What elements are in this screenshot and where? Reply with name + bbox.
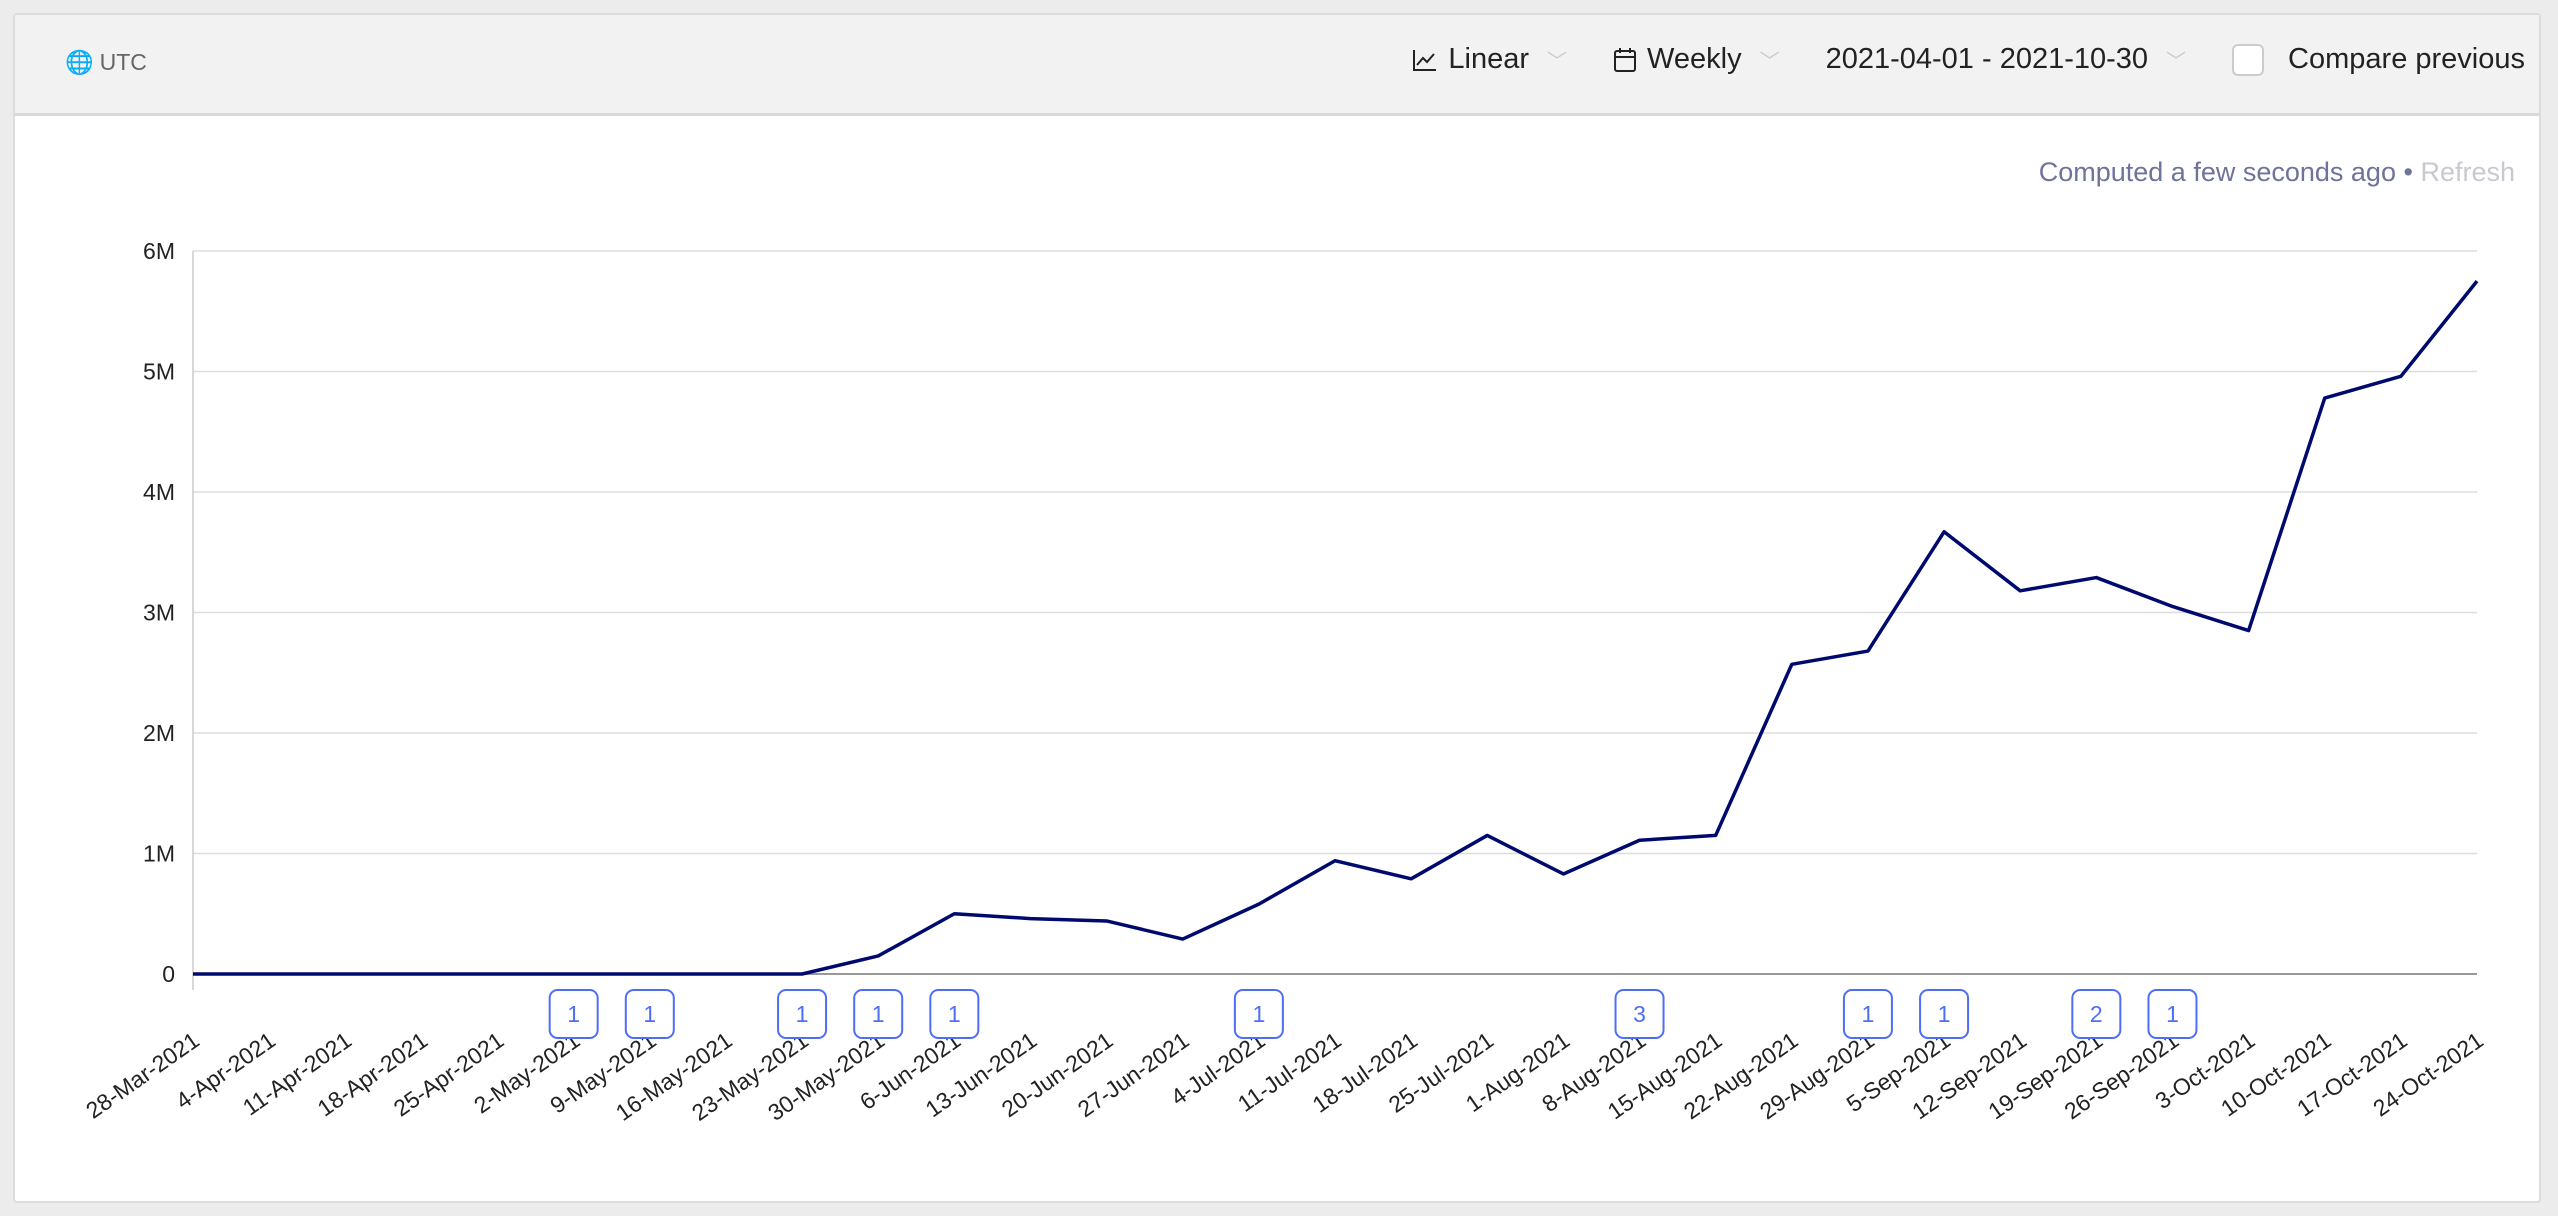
annotation-count: 1 — [2166, 1001, 2179, 1027]
annotation-count: 1 — [567, 1001, 580, 1027]
annotation-count: 1 — [1938, 1001, 1951, 1027]
series-line — [193, 280, 2479, 976]
timezone-indicator: 🌐 UTC — [65, 49, 147, 76]
annotation-box — [853, 989, 904, 1039]
annotation-box — [624, 989, 675, 1039]
annotation-count: 3 — [1633, 1001, 1646, 1027]
annotation-box — [2071, 989, 2122, 1039]
scale-value: Linear — [1448, 43, 1530, 75]
annotation-count: 1 — [1862, 1001, 1875, 1027]
annotation-box — [1842, 989, 1893, 1039]
timezone-label: UTC — [99, 49, 147, 75]
date-range-value: 2021-04-01 - 2021-10-30 — [1825, 43, 2149, 75]
globe-icon: 🌐 — [65, 49, 94, 75]
annotation-box — [1614, 989, 1665, 1039]
annotation-box — [929, 989, 980, 1039]
line-chart-icon — [1413, 49, 1437, 71]
annotation-count: 1 — [796, 1001, 809, 1027]
calendar-icon — [1614, 47, 1637, 72]
annotation-marker[interactable]: 1 — [853, 989, 904, 1039]
interval-value: Weekly — [1647, 43, 1742, 75]
annotation-count: 1 — [872, 1001, 885, 1027]
y-tick-label: 2M — [143, 720, 175, 746]
annotation-marker[interactable]: 1 — [1919, 989, 1970, 1039]
chevron-down-icon: ﹀ — [1759, 51, 1780, 73]
scale-select[interactable]: Linear ﹀ — [1412, 43, 1567, 76]
annotation-marker[interactable]: 1 — [2147, 989, 2198, 1039]
y-tick-label: 4M — [143, 479, 175, 505]
annotation-box — [2147, 989, 2198, 1039]
compare-label: Compare previous — [2288, 43, 2525, 75]
y-tick-label: 0 — [162, 961, 175, 987]
y-tick-label: 6M — [143, 238, 175, 264]
annotation-count: 1 — [643, 1001, 656, 1027]
annotation-marker[interactable]: 3 — [1614, 989, 1665, 1039]
annotation-count: 1 — [948, 1001, 961, 1027]
annotation-marker[interactable]: 1 — [929, 989, 980, 1039]
annotation-count: 1 — [1252, 1001, 1265, 1027]
chevron-down-icon: ﹀ — [2166, 51, 2187, 73]
annotation-box — [548, 989, 599, 1039]
annotation-box — [1919, 989, 1970, 1039]
toolbar: 🌐 UTC Linear ﹀ Weekly ﹀ 2021-04-01 - 202… — [15, 15, 2539, 116]
refresh-link[interactable]: Refresh — [2420, 157, 2515, 187]
annotation-marker[interactable]: 2 — [2071, 989, 2122, 1039]
y-tick-label: 5M — [143, 359, 175, 385]
annotation-marker[interactable]: 1 — [1233, 989, 1284, 1039]
interval-select[interactable]: Weekly ﹀ — [1613, 43, 1780, 76]
annotation-marker[interactable]: 1 — [1842, 989, 1893, 1039]
separator: • — [2403, 157, 2413, 187]
annotation-marker[interactable]: 1 — [548, 989, 599, 1039]
annotation-count: 2 — [2090, 1001, 2103, 1027]
annotation-box — [1233, 989, 1284, 1039]
chevron-down-icon: ﹀ — [1547, 51, 1568, 73]
y-tick-label: 3M — [143, 600, 175, 626]
compare-checkbox[interactable] — [2232, 43, 2265, 76]
annotation-box — [777, 989, 828, 1039]
date-range-select[interactable]: 2021-04-01 - 2021-10-30 ﹀ — [1826, 43, 2186, 76]
compare-previous-toggle[interactable]: Compare previous — [2232, 43, 2525, 76]
computed-status: Computed a few seconds ago • Refresh — [2039, 157, 2515, 188]
y-tick-label: 1M — [143, 841, 175, 867]
annotation-marker[interactable]: 1 — [624, 989, 675, 1039]
computed-text: Computed a few seconds ago — [2038, 157, 2396, 187]
annotation-marker[interactable]: 1 — [777, 989, 828, 1039]
